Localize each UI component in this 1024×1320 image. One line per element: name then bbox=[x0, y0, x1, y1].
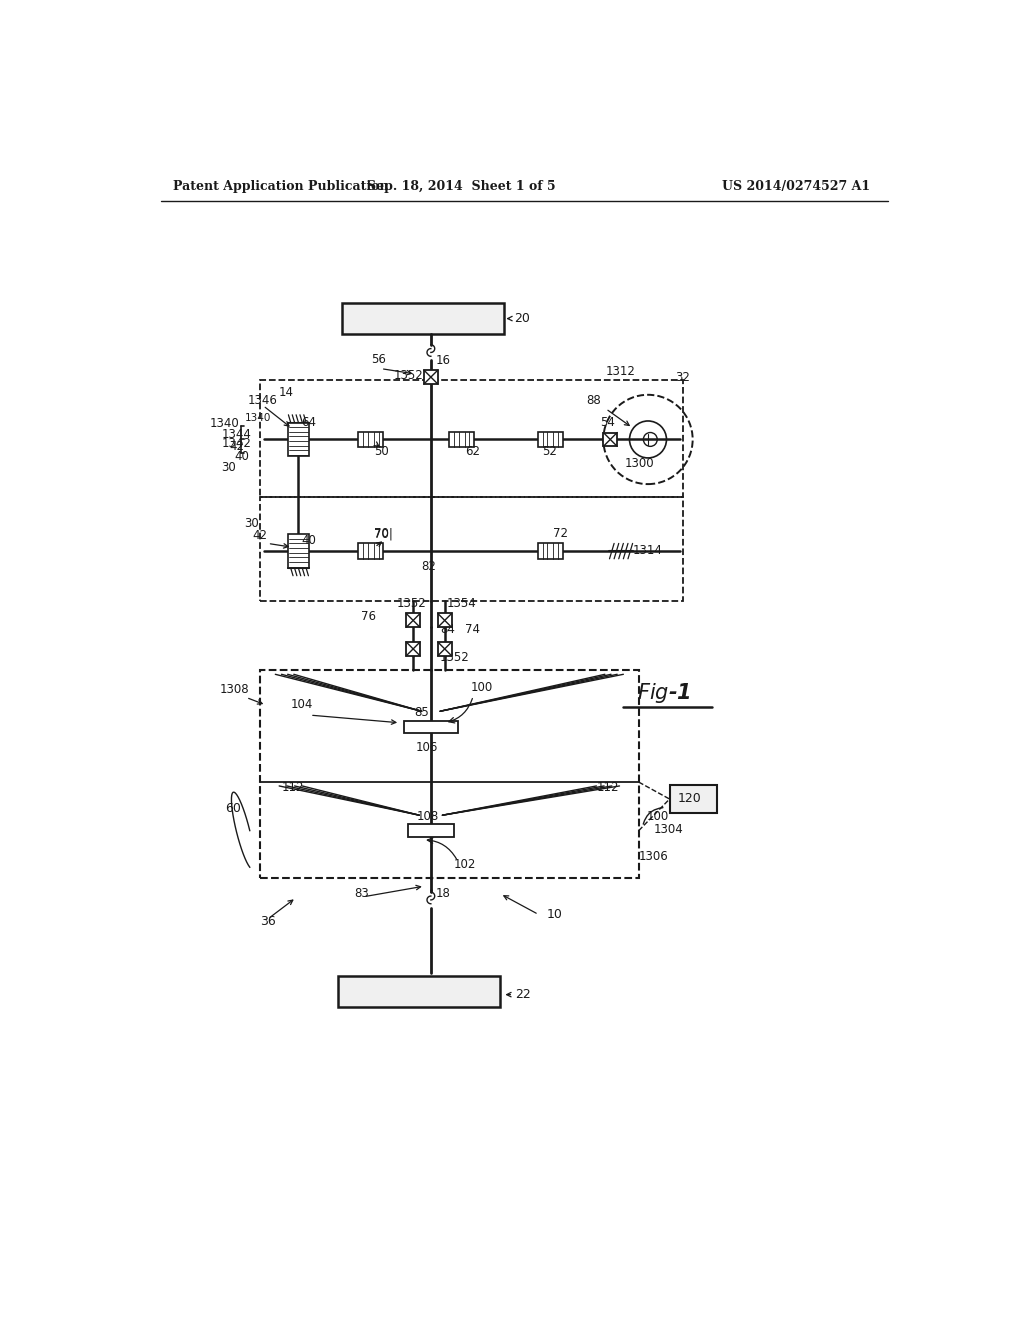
Text: 1354: 1354 bbox=[446, 597, 476, 610]
Text: 70|: 70| bbox=[374, 527, 393, 540]
Text: 106: 106 bbox=[416, 741, 438, 754]
Bar bbox=[603, 433, 617, 446]
Text: 40: 40 bbox=[234, 450, 250, 462]
Text: 56: 56 bbox=[371, 354, 386, 367]
Text: 1352: 1352 bbox=[396, 597, 426, 610]
Text: 40: 40 bbox=[301, 535, 316, 548]
Text: 1342: 1342 bbox=[221, 437, 251, 450]
Text: 42: 42 bbox=[229, 441, 244, 453]
Text: 1312: 1312 bbox=[605, 364, 636, 378]
Bar bbox=[538, 544, 562, 558]
Text: 1308: 1308 bbox=[220, 682, 250, 696]
Text: 83: 83 bbox=[354, 887, 369, 900]
Text: 112: 112 bbox=[282, 780, 304, 793]
Bar bbox=[358, 432, 383, 447]
Bar bbox=[403, 721, 458, 733]
Text: 52: 52 bbox=[543, 445, 557, 458]
Bar bbox=[407, 642, 420, 656]
Text: 74: 74 bbox=[465, 623, 479, 636]
Text: US 2014/0274527 A1: US 2014/0274527 A1 bbox=[722, 181, 869, 194]
Bar bbox=[424, 370, 438, 384]
Text: 14: 14 bbox=[279, 387, 294, 400]
Text: 1306: 1306 bbox=[639, 850, 669, 863]
Text: 88: 88 bbox=[587, 395, 601, 407]
Text: 112: 112 bbox=[596, 780, 618, 793]
Text: 64: 64 bbox=[301, 416, 316, 429]
Text: 1352: 1352 bbox=[440, 651, 470, 664]
Text: 1346: 1346 bbox=[248, 395, 278, 407]
Text: 1352: 1352 bbox=[394, 370, 424, 381]
Text: 50: 50 bbox=[374, 445, 389, 458]
Text: 85: 85 bbox=[414, 706, 429, 719]
Text: 72: 72 bbox=[553, 527, 568, 540]
Text: 1304: 1304 bbox=[654, 822, 684, 836]
Text: 1344: 1344 bbox=[221, 428, 251, 441]
Text: 36: 36 bbox=[260, 915, 275, 928]
Text: Sep. 18, 2014  Sheet 1 of 5: Sep. 18, 2014 Sheet 1 of 5 bbox=[368, 181, 556, 194]
Bar bbox=[438, 642, 452, 656]
Bar bbox=[260, 380, 683, 498]
Text: 10: 10 bbox=[547, 908, 562, 921]
Bar bbox=[407, 614, 420, 627]
Text: 32: 32 bbox=[675, 371, 690, 384]
Text: 120: 120 bbox=[677, 792, 701, 805]
Text: 70: 70 bbox=[374, 527, 389, 540]
Bar bbox=[408, 825, 454, 837]
Bar bbox=[260, 498, 683, 601]
Bar bbox=[358, 544, 383, 558]
Text: $\mathit{Fig}$-1: $\mathit{Fig}$-1 bbox=[637, 681, 691, 705]
Bar bbox=[342, 304, 504, 334]
Text: 30: 30 bbox=[221, 461, 237, 474]
Text: 1340: 1340 bbox=[210, 417, 240, 430]
Text: 22: 22 bbox=[515, 989, 531, 1001]
Text: 1314: 1314 bbox=[633, 544, 663, 557]
Bar bbox=[339, 977, 500, 1007]
Text: 76: 76 bbox=[360, 610, 376, 623]
Text: 100: 100 bbox=[471, 681, 494, 694]
Text: 16: 16 bbox=[435, 354, 451, 367]
Text: 60: 60 bbox=[225, 803, 241, 816]
Bar bbox=[288, 422, 309, 457]
Text: 82: 82 bbox=[422, 560, 436, 573]
Bar bbox=[288, 535, 309, 568]
Text: 84: 84 bbox=[440, 623, 455, 636]
Text: 20: 20 bbox=[514, 312, 529, 325]
Bar bbox=[450, 432, 474, 447]
Text: 1340: 1340 bbox=[245, 413, 271, 422]
Text: 102: 102 bbox=[454, 858, 476, 871]
Text: 62: 62 bbox=[465, 445, 479, 458]
Text: 100: 100 bbox=[646, 810, 669, 822]
Text: 30: 30 bbox=[245, 516, 259, 529]
Text: 42: 42 bbox=[252, 529, 267, 543]
Text: 18: 18 bbox=[435, 887, 451, 900]
Text: 54: 54 bbox=[600, 416, 615, 429]
Bar bbox=[438, 614, 452, 627]
Bar bbox=[538, 432, 562, 447]
Text: 108: 108 bbox=[417, 810, 439, 822]
Text: Patent Application Publication: Patent Application Publication bbox=[173, 181, 388, 194]
Text: 104: 104 bbox=[291, 698, 313, 711]
Text: 1300: 1300 bbox=[625, 457, 654, 470]
Bar bbox=[670, 785, 717, 813]
Bar bbox=[260, 671, 639, 878]
